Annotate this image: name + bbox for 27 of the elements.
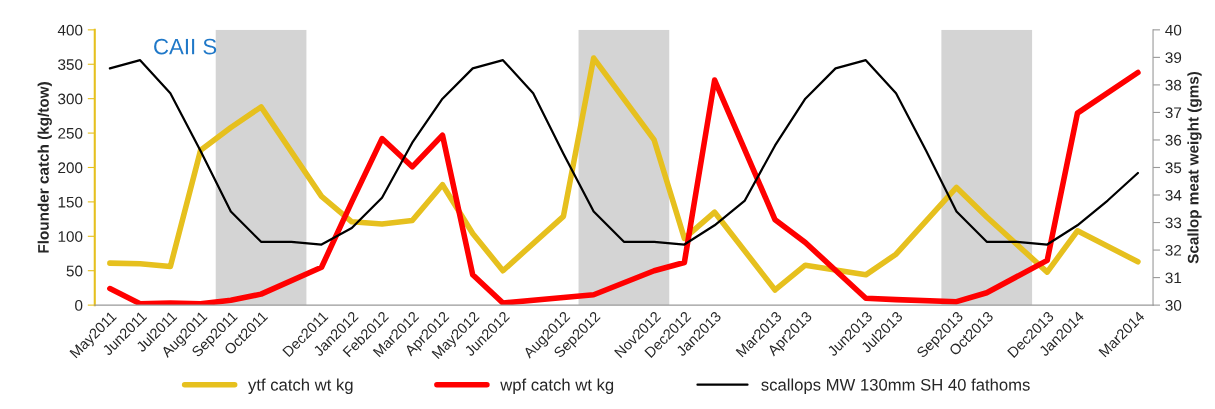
- line-series: [108, 59, 1140, 246]
- y-tick-label: 350: [58, 59, 83, 70]
- y2-tick-label: 31: [1165, 272, 1182, 284]
- y-axis-title: Flounder catch (kg/tow): [37, 82, 52, 253]
- y2-tick-label: 37: [1165, 107, 1182, 119]
- y2-tick-label: 33: [1165, 217, 1182, 229]
- legend-label: scallops MW 130mm SH 40 fathoms: [761, 378, 1030, 394]
- y-tick-label: 0: [75, 299, 83, 311]
- y2-axis-title: Scallop meat weight (gms): [1187, 71, 1202, 264]
- y-tick-label: 200: [58, 162, 83, 174]
- y-tick-label: 50: [66, 265, 83, 277]
- y2-tick-label: 38: [1165, 79, 1182, 91]
- y2-tick-label: 30: [1165, 299, 1182, 311]
- y2-tick-label: 34: [1165, 189, 1182, 201]
- legend-label: wpf catch wt kg: [500, 378, 614, 394]
- y-tick-label: 100: [58, 231, 83, 242]
- y-tick-label: 300: [58, 93, 83, 105]
- legend-label: ytf catch wt kg: [248, 378, 353, 394]
- y2-tick-label: 35: [1165, 162, 1182, 174]
- y2-tick-label: 39: [1165, 52, 1182, 64]
- y-tick-label: 400: [57, 24, 83, 36]
- y-tick-label: 250: [58, 127, 83, 139]
- chart-title: CAII S: [154, 38, 217, 55]
- y2-tick-label: 36: [1165, 134, 1182, 146]
- y-tick-label: 150: [58, 196, 83, 208]
- y2-tick-label: 40: [1165, 24, 1182, 36]
- y2-tick-label: 32: [1165, 244, 1182, 256]
